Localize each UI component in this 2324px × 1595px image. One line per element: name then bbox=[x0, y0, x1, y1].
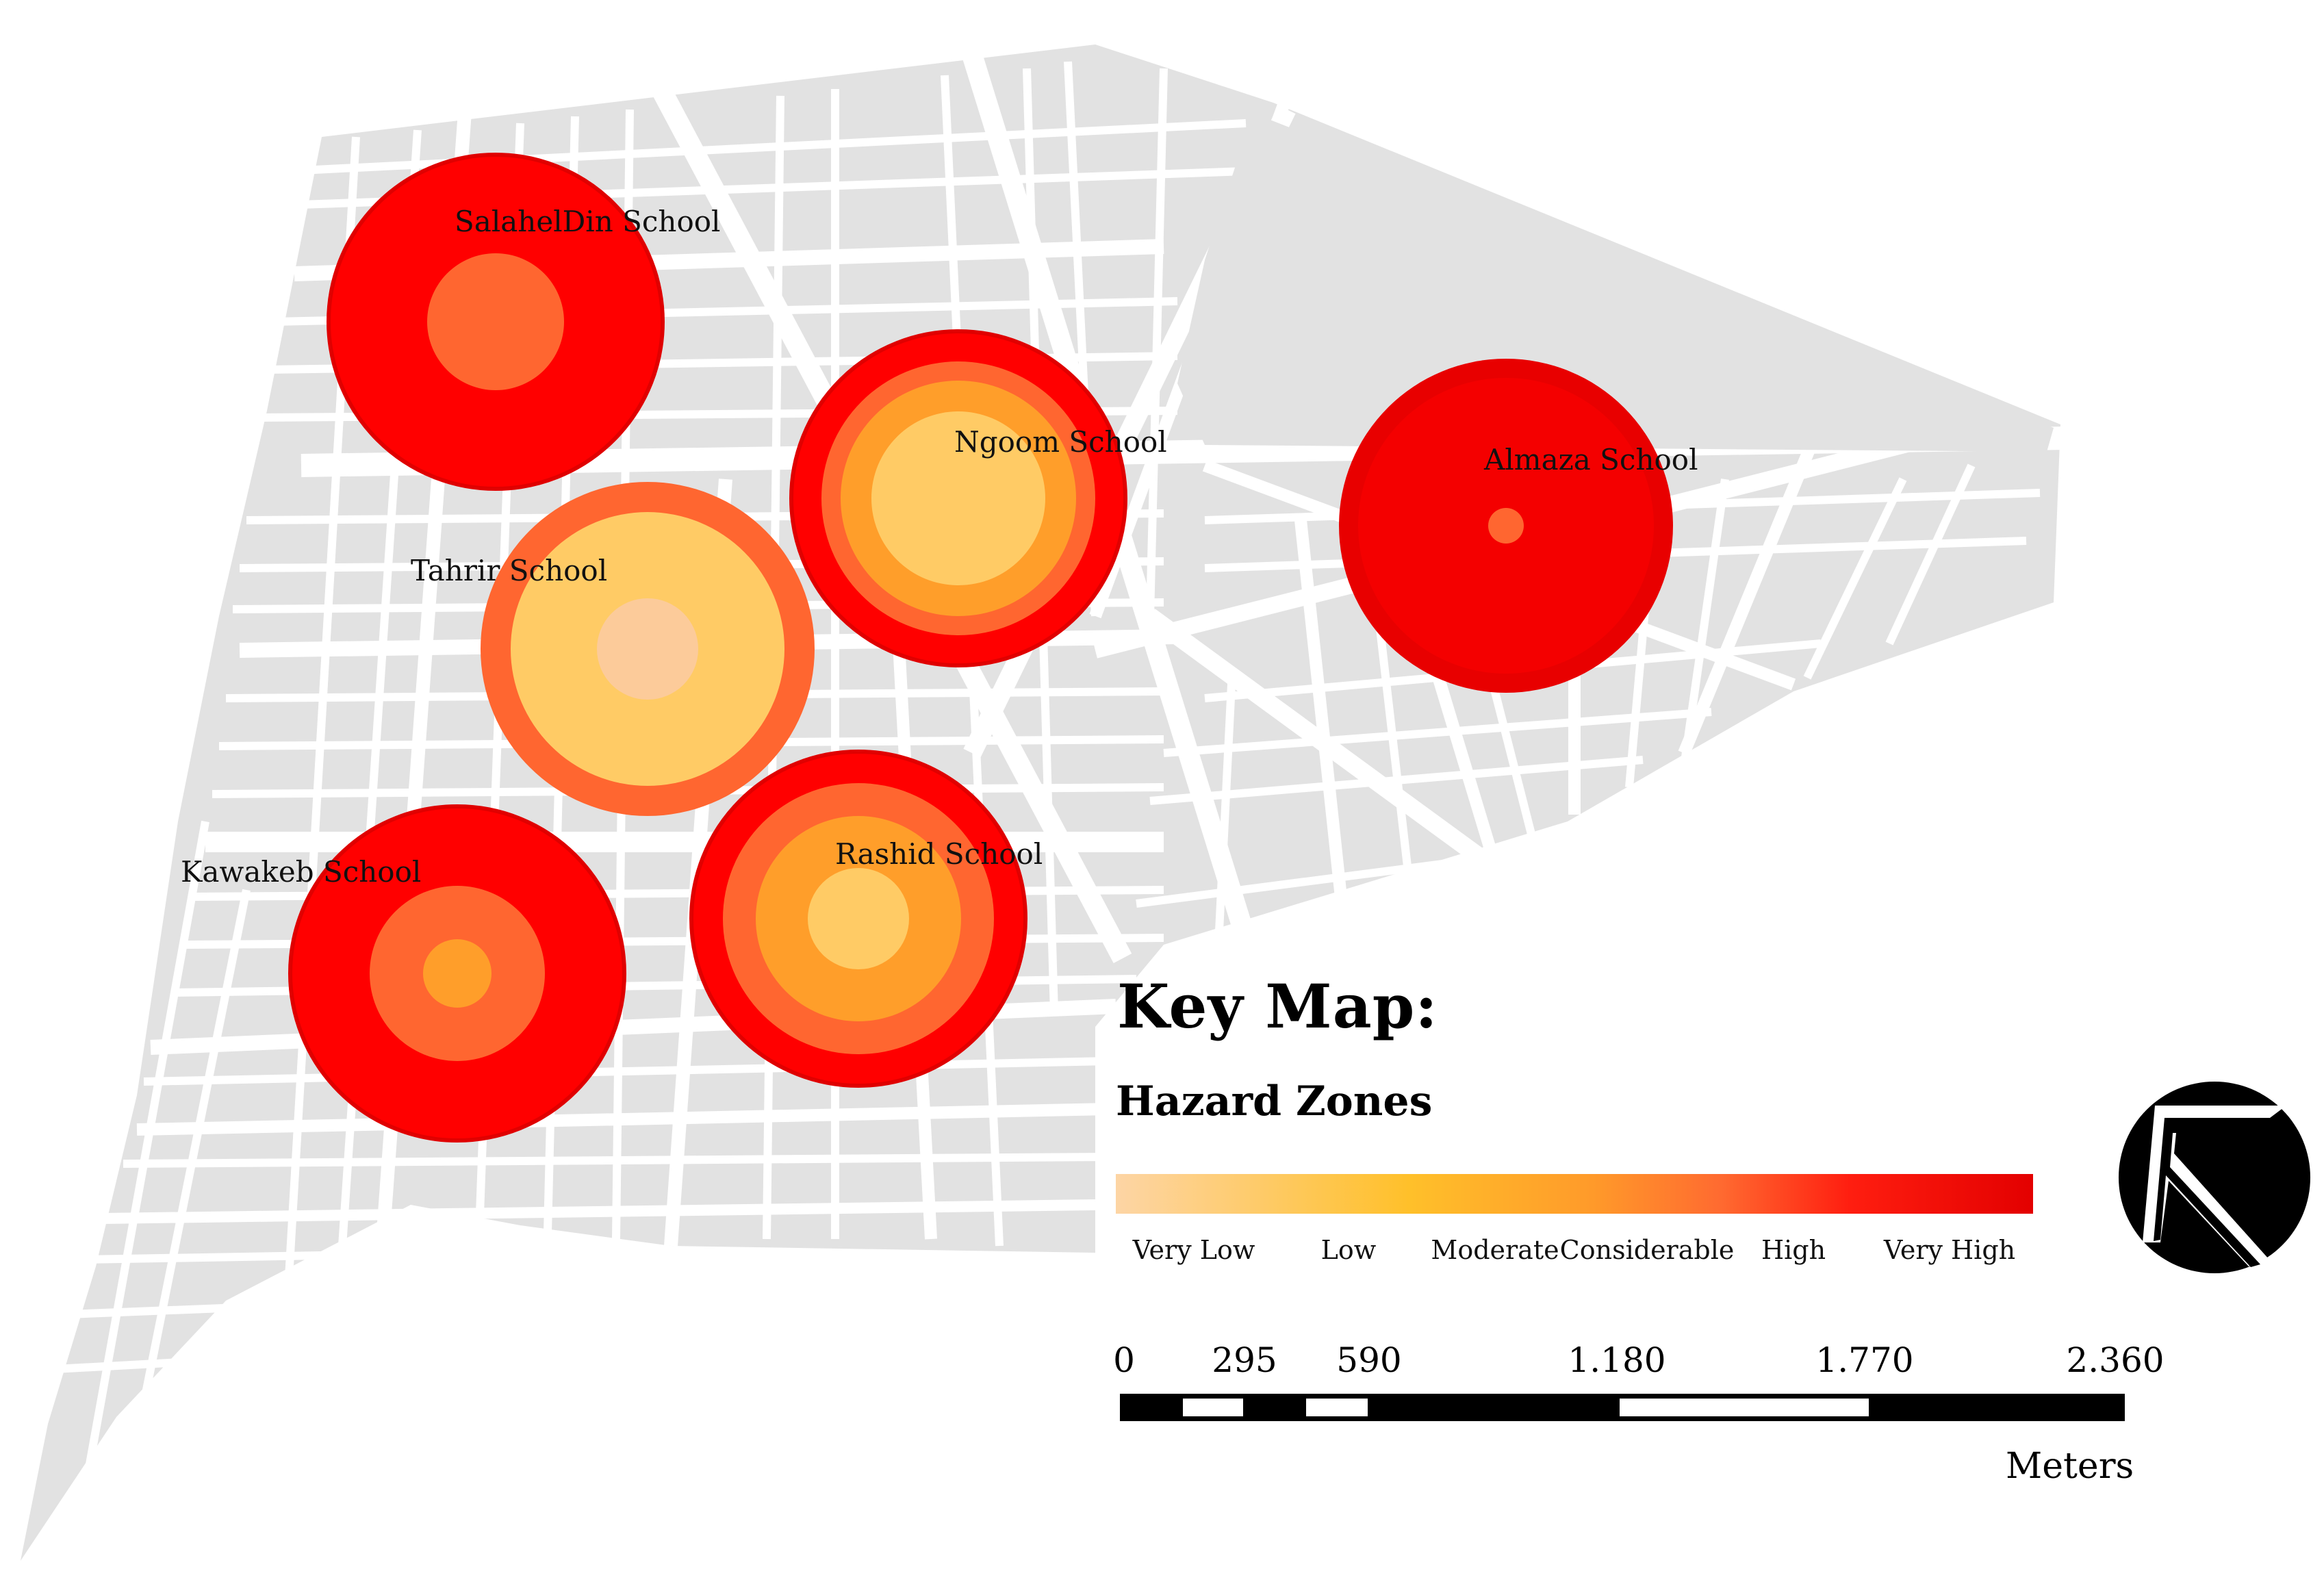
hazard-level-label: Considerable bbox=[1559, 1235, 1735, 1265]
hazard-zone-rashid[interactable] bbox=[689, 750, 1027, 1088]
scale-tick-label: 1.180 bbox=[1568, 1340, 1666, 1380]
school-label: Almaza School bbox=[1483, 443, 1698, 476]
school-label: Tahrir School bbox=[411, 554, 607, 587]
scale-tick-label: 2.360 bbox=[2066, 1340, 2165, 1380]
zone-ring-low bbox=[808, 868, 909, 969]
hazard-zone-almaza[interactable] bbox=[1339, 359, 1673, 693]
school-labels: SalahelDin School Ngoom School Almaza Sc… bbox=[181, 205, 1698, 889]
zone-ring-considerable bbox=[1488, 508, 1524, 544]
scale-unit-label: Meters bbox=[2006, 1446, 2134, 1487]
hazard-level-label: Very High bbox=[1883, 1235, 2016, 1265]
hazard-level-label: Low bbox=[1320, 1235, 1377, 1265]
scale-segment bbox=[1183, 1399, 1243, 1416]
hazard-level-label: Very Low bbox=[1132, 1235, 1255, 1265]
school-label: Kawakeb School bbox=[181, 855, 421, 889]
scale-tick-label: 0 bbox=[1113, 1340, 1135, 1380]
scale-tick-label: 590 bbox=[1336, 1340, 1402, 1380]
hazard-gradient-bar bbox=[1116, 1174, 2033, 1214]
legend-subtitle: Hazard Zones bbox=[1116, 1077, 1433, 1125]
scale-segment bbox=[1620, 1399, 1869, 1416]
zone-ring-considerable bbox=[427, 253, 564, 390]
hazard-zone-salaheldin[interactable] bbox=[327, 153, 665, 491]
hazard-zone-tahrir[interactable] bbox=[481, 482, 815, 816]
hazard-level-label: Moderate bbox=[1431, 1235, 1559, 1265]
north-arrow-icon bbox=[2119, 1082, 2310, 1273]
school-label: Rashid School bbox=[835, 837, 1043, 871]
scale-tick-label: 1.770 bbox=[1815, 1340, 1914, 1380]
zone-ring-moderate bbox=[423, 939, 491, 1008]
park-area bbox=[1177, 113, 2054, 452]
hazard-zone-kawakeb[interactable] bbox=[288, 804, 626, 1143]
school-label: Ngoom School bbox=[954, 425, 1167, 459]
scale-segment bbox=[1306, 1399, 1368, 1416]
hazard-zones bbox=[288, 153, 1673, 1143]
school-label: SalahelDin School bbox=[455, 205, 720, 238]
zone-ring-low bbox=[871, 411, 1045, 585]
legend-title: Key Map: bbox=[1117, 971, 1438, 1042]
zone-ring-very-low bbox=[597, 598, 698, 700]
hazard-level-label: High bbox=[1761, 1235, 1826, 1265]
hazard-zone-ngoom[interactable] bbox=[789, 329, 1127, 667]
scale-tick-label: 295 bbox=[1212, 1340, 1277, 1380]
